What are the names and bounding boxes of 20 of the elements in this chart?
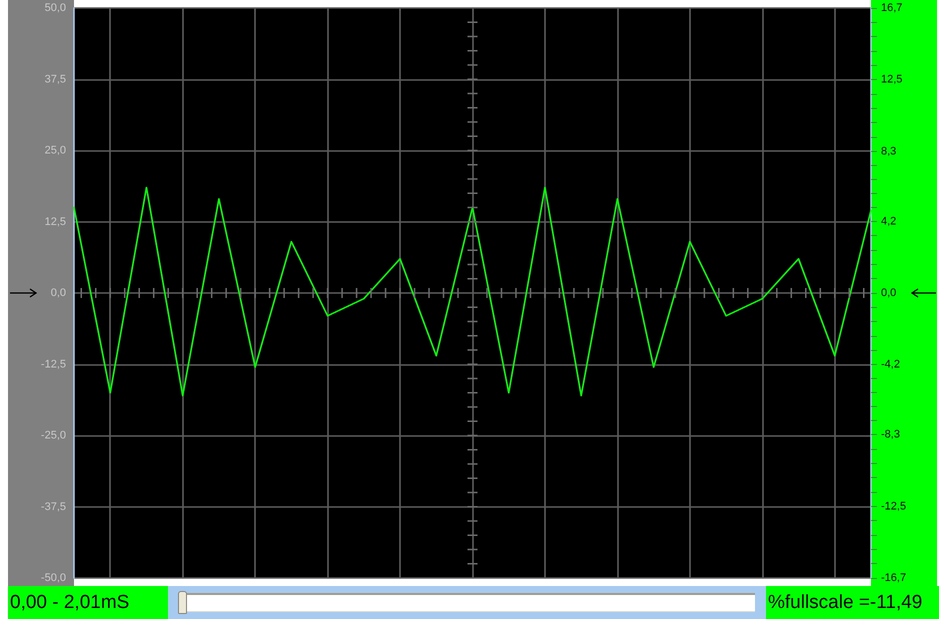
y-tick-label: -12,5 [40, 358, 66, 370]
y2-tick-label: 16,7 [881, 2, 902, 14]
y-tick-label: 12,5 [44, 216, 66, 228]
y-tick-label: -25,0 [40, 430, 66, 442]
y2-tick-label: 12,5 [881, 74, 902, 86]
text: %fullscale =-11,49 [766, 586, 939, 619]
y-tick-label: 0,0 [50, 287, 66, 299]
y2-tick-label: -4,2 [881, 358, 900, 371]
y-tick-label: 37,5 [44, 73, 66, 86]
y-tick-label: -37,5 [40, 500, 66, 513]
y2-tick-label: -8,3 [881, 428, 900, 441]
y2-tick-label: -12,5 [881, 500, 906, 512]
text: 0,00 - 2,01mS [8, 586, 168, 619]
y-tick-label: 25,0 [44, 144, 66, 156]
y-tick-label: 50,0 [44, 2, 66, 14]
y2-tick-label: 8,3 [881, 145, 896, 158]
y2-tick-label: -16,7 [881, 572, 906, 584]
y-tick-label: -50,0 [40, 572, 66, 584]
y2-tick-label: 4,2 [881, 215, 896, 228]
y2-tick-label: 0,0 [881, 287, 896, 299]
